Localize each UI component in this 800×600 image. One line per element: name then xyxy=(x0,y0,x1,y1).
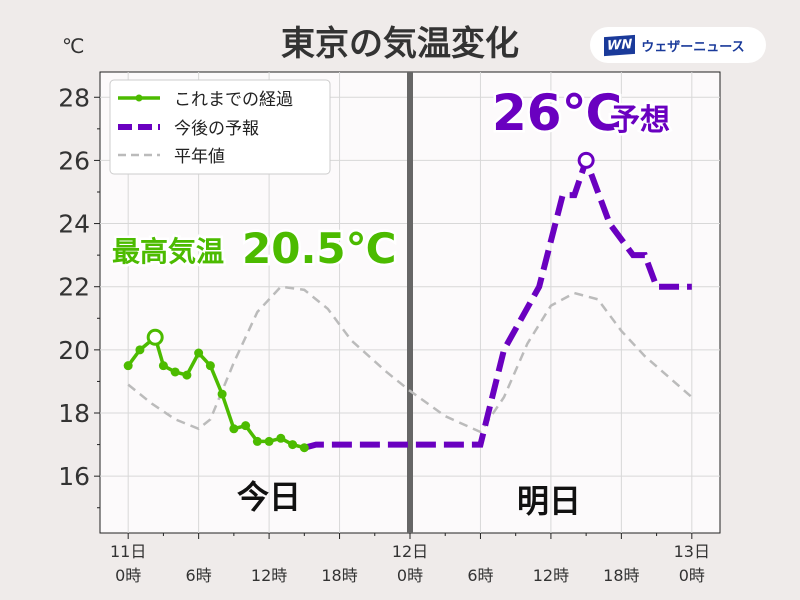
logo-text: ウェザーニュース xyxy=(641,39,745,55)
observed-point xyxy=(170,367,180,377)
x-tick-label: 0時 xyxy=(679,566,705,585)
observed-point xyxy=(276,433,286,443)
legend-label: これまでの経過 xyxy=(174,90,293,110)
legend-label: 今後の予報 xyxy=(174,119,259,139)
y-tick-label: 28 xyxy=(58,83,90,112)
tomorrow-label: 明日 xyxy=(517,482,581,520)
normal-temperature-line xyxy=(127,285,693,434)
observed-point xyxy=(182,370,192,380)
x-tick-label: 12時 xyxy=(251,566,287,585)
observed-point xyxy=(158,361,168,371)
y-tick-label: 18 xyxy=(58,399,90,428)
x-tick-label: 18時 xyxy=(321,566,357,585)
observed-point xyxy=(217,389,227,399)
observed-point xyxy=(229,424,239,434)
forecast-line xyxy=(303,151,692,451)
x-tick-label: 12時 xyxy=(533,566,569,585)
observed-point xyxy=(288,440,298,450)
forecast-max-value: 26℃ xyxy=(492,84,622,142)
observed-line xyxy=(126,334,305,450)
x-tick-label: 0時 xyxy=(397,566,423,585)
y-axis-unit: ℃ xyxy=(62,34,84,58)
today-label: 今日 xyxy=(237,478,301,516)
observed-point xyxy=(205,361,215,371)
weathernews-logo: WN ウェザーニュース xyxy=(590,27,766,63)
observed-point xyxy=(299,443,309,453)
max-temp-label: 最高気温 xyxy=(112,235,224,268)
y-tick-label: 24 xyxy=(58,210,90,239)
x-tick-date: 11日 xyxy=(110,542,146,561)
chart-title: 東京の気温変化 xyxy=(281,24,519,64)
y-tick-label: 16 xyxy=(58,462,90,491)
y-tick-label: 26 xyxy=(58,146,90,175)
observed-point xyxy=(194,348,204,358)
observed-point xyxy=(264,436,274,446)
x-tick-label: 6時 xyxy=(186,566,212,585)
x-tick-label: 0時 xyxy=(115,566,141,585)
x-tick-date: 12日 xyxy=(392,542,428,561)
legend-box xyxy=(109,79,331,175)
max-temp-value: 20.5℃ xyxy=(242,224,397,273)
observed-point xyxy=(241,421,251,431)
observed-max-marker xyxy=(146,328,164,346)
observed-point xyxy=(252,436,262,446)
legend-label: 平年値 xyxy=(174,147,225,167)
forecast-max-marker xyxy=(577,151,595,169)
observed-point xyxy=(135,345,145,355)
y-tick-label: 22 xyxy=(58,273,90,302)
wn-logo-mark: WN xyxy=(604,34,636,56)
forecast-max-suffix: 予想 xyxy=(610,103,670,138)
y-tick-label: 20 xyxy=(58,336,90,365)
observed-point xyxy=(123,361,133,371)
x-tick-label: 6時 xyxy=(467,566,493,585)
x-tick-label: 18時 xyxy=(603,566,639,585)
x-tick-date: 13日 xyxy=(674,542,710,561)
legend-marker xyxy=(135,94,143,102)
